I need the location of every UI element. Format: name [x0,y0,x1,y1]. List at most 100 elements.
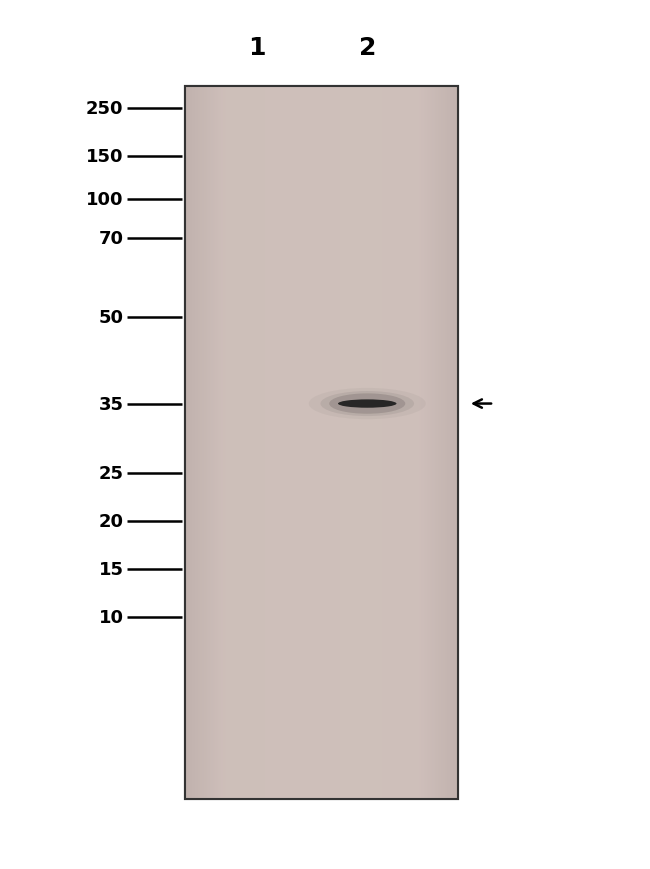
Bar [361,87,363,799]
Bar [358,87,359,799]
Bar [189,87,190,799]
Bar [257,87,259,799]
Bar [344,87,345,799]
Bar [241,87,242,799]
Bar [332,87,333,799]
Bar [365,87,367,799]
Bar [281,87,282,799]
Bar [417,87,419,799]
Bar [221,87,222,799]
Bar [291,87,292,799]
Bar [200,87,202,799]
Bar [236,87,237,799]
Bar [375,87,376,799]
Bar [448,87,450,799]
Bar [405,87,406,799]
Bar [271,87,272,799]
Bar [383,87,385,799]
Bar [252,87,254,799]
Bar [445,87,446,799]
Bar [278,87,280,799]
Bar [245,87,246,799]
Bar [341,87,343,799]
Bar [205,87,207,799]
Bar [185,87,187,799]
Bar [352,87,353,799]
Bar [335,87,337,799]
Bar [276,87,277,799]
Bar [447,87,448,799]
Bar [453,87,454,799]
Bar [401,87,402,799]
Bar [322,87,323,799]
Text: 10: 10 [99,608,124,626]
Bar [297,87,298,799]
FancyBboxPatch shape [185,87,458,799]
Bar [349,87,350,799]
Text: 150: 150 [86,148,124,165]
Bar [233,87,235,799]
Bar [394,87,395,799]
Bar [387,87,389,799]
Bar [293,87,294,799]
Bar [242,87,244,799]
Bar [280,87,281,799]
Bar [188,87,189,799]
Bar [389,87,390,799]
Bar [364,87,365,799]
Bar [298,87,300,799]
Bar [226,87,228,799]
Bar [428,87,430,799]
Bar [209,87,210,799]
Text: 25: 25 [99,465,124,482]
Bar [376,87,378,799]
Bar [340,87,382,799]
Text: 50: 50 [99,308,124,326]
Bar [359,87,360,799]
Bar [292,87,293,799]
Bar [240,87,241,799]
Bar [412,87,413,799]
Bar [378,87,379,799]
Text: 20: 20 [99,513,124,530]
Bar [187,87,188,799]
Bar [454,87,456,799]
Text: 100: 100 [86,191,124,209]
Bar [250,87,251,799]
Bar [374,87,375,799]
Bar [267,87,268,799]
Bar [283,87,285,799]
Bar [210,87,211,799]
Bar [213,87,214,799]
Bar [303,87,304,799]
Bar [246,87,248,799]
Bar [457,87,458,799]
Bar [230,87,231,799]
Bar [308,87,309,799]
Bar [222,87,265,799]
Bar [420,87,421,799]
Bar [231,87,233,799]
Bar [287,87,289,799]
Bar [327,87,328,799]
Bar [256,87,257,799]
Bar [398,87,400,799]
Bar [323,87,324,799]
Text: 15: 15 [99,561,124,578]
Bar [300,87,301,799]
Bar [402,87,404,799]
Bar [434,87,435,799]
Bar [218,87,219,799]
Bar [348,87,349,799]
Bar [239,87,240,799]
Bar [304,87,306,799]
Bar [196,87,198,799]
Bar [202,87,203,799]
Ellipse shape [338,400,396,408]
Bar [214,87,215,799]
Bar [294,87,296,799]
Bar [436,87,438,799]
Bar [408,87,409,799]
Bar [274,87,276,799]
Bar [393,87,394,799]
